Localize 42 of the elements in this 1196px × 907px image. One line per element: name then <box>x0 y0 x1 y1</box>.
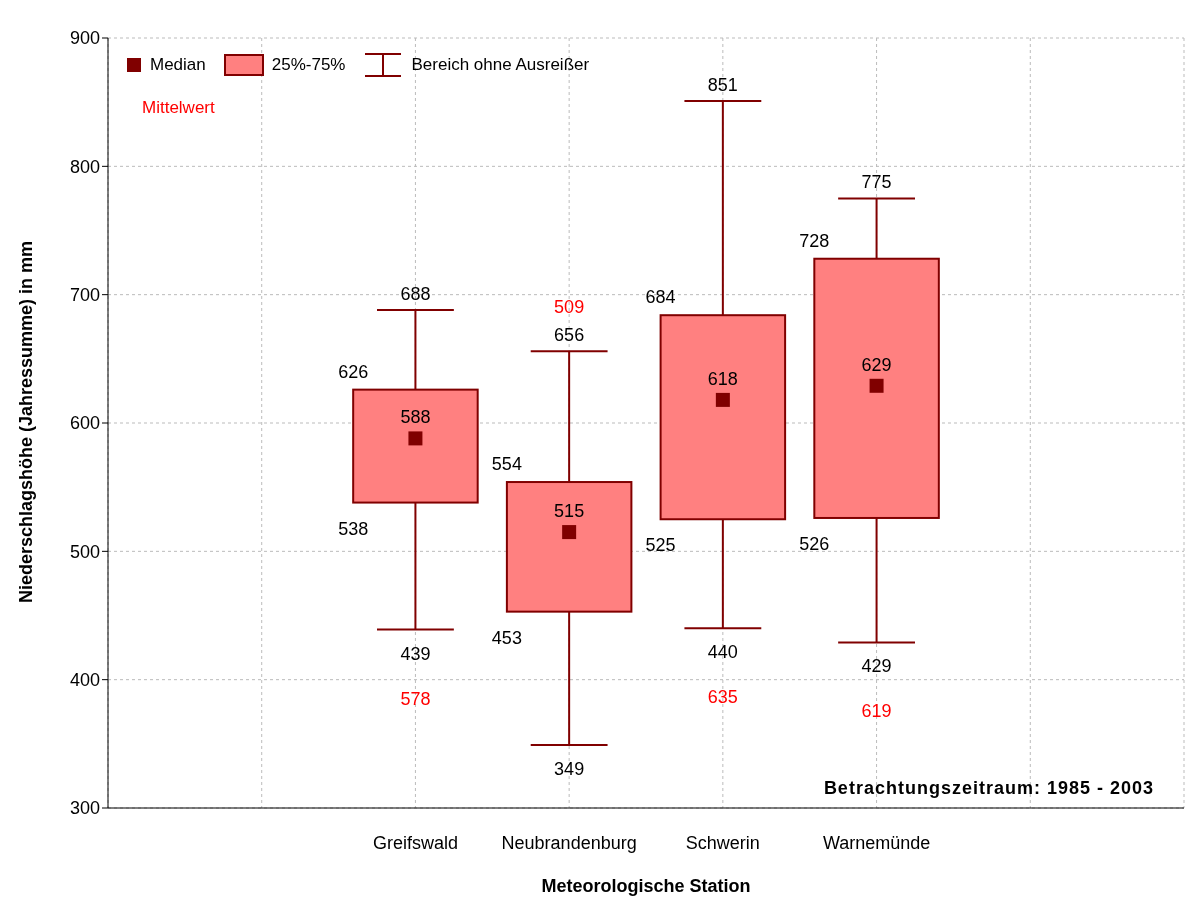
x-tick-label: Schwerin <box>685 832 760 853</box>
annotation: 554 <box>491 454 522 475</box>
annotation: Median <box>150 55 206 75</box>
annotation: 851 <box>707 74 738 95</box>
annotation: 578 <box>400 688 431 709</box>
annotation: 515 <box>554 501 585 522</box>
annotation: 538 <box>338 518 369 539</box>
y-tick-label: 600 <box>69 413 100 434</box>
annotation: 684 <box>645 287 676 308</box>
y-tick-label: 800 <box>69 156 100 177</box>
annotation: 688 <box>400 284 431 305</box>
y-tick-label: 400 <box>69 670 100 691</box>
annotation: 25%-75% <box>271 55 346 75</box>
annotation: Bereich ohne Ausreißer <box>411 55 590 75</box>
annotation: 349 <box>554 759 585 780</box>
x-tick-label: Greifswald <box>372 832 458 853</box>
annotation: 453 <box>491 627 522 648</box>
annotation: 629 <box>861 354 892 375</box>
y-tick-label: 500 <box>69 541 100 562</box>
y-tick-label: 900 <box>69 28 100 49</box>
annotation: 619 <box>861 701 892 722</box>
annotation: 656 <box>554 325 585 346</box>
annotation: 509 <box>554 297 585 318</box>
annotation: 440 <box>707 642 738 663</box>
annotation: 439 <box>400 643 431 664</box>
y-tick-label: 300 <box>69 798 100 819</box>
y-axis-title: Niederschlagshöhe (Jahressumme) in mm <box>16 240 37 603</box>
annotation: Mittelwert <box>142 98 216 118</box>
annotation: 429 <box>861 656 892 677</box>
annotation: 618 <box>707 368 738 389</box>
annotation: 626 <box>338 361 369 382</box>
annotation: 525 <box>645 535 676 556</box>
y-tick-label: 700 <box>69 285 100 306</box>
annotation: 635 <box>707 687 738 708</box>
annotation: 775 <box>861 172 892 193</box>
annotation: 588 <box>400 407 431 428</box>
x-axis-title: Meteorologische Station <box>541 876 751 896</box>
annotation: 526 <box>799 533 830 554</box>
x-tick-label: Warnemünde <box>822 832 931 853</box>
x-tick-label: Neubrandenburg <box>501 832 637 853</box>
annotation: 728 <box>799 230 830 251</box>
annotation: Betrachtungszeitraum: 1985 - 2003 <box>823 778 1154 798</box>
